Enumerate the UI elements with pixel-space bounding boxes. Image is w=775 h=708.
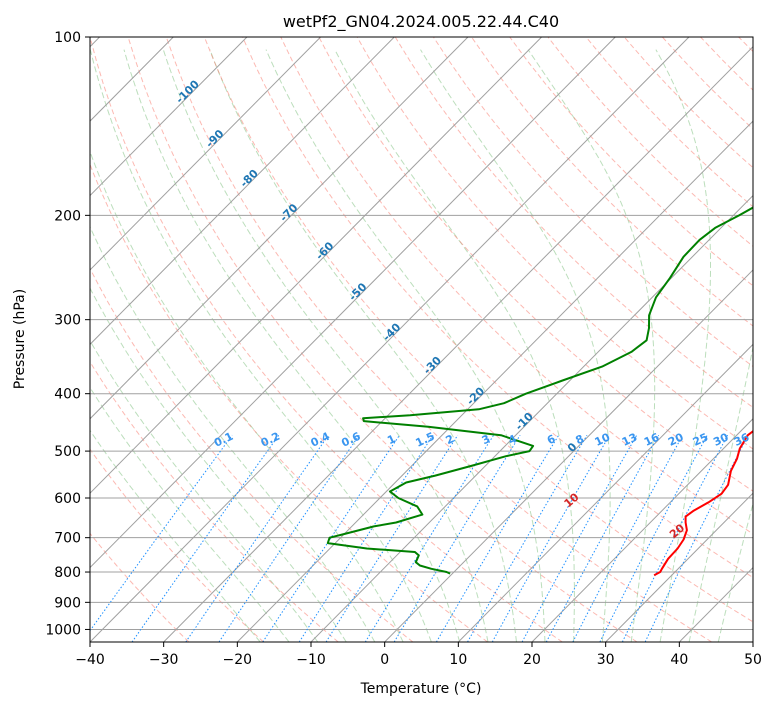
- dry-adiabat-line: [165, 37, 712, 642]
- y-tick-label: 200: [54, 208, 81, 224]
- y-tick-label: 600: [54, 491, 81, 507]
- dry-adiabat-line: [203, 37, 753, 623]
- chart-title: wetPf2_GN04.2024.005.22.44.C40: [283, 12, 559, 32]
- x-tick-label: 40: [670, 652, 688, 668]
- x-tick-label: 30: [597, 652, 615, 668]
- mixing-ratio-line: [364, 434, 495, 642]
- mixing-ratio-line: [467, 434, 588, 642]
- x-tick-label: 10: [449, 652, 467, 668]
- x-tick-label: −30: [149, 652, 179, 668]
- mixing-ratio-label: 10: [593, 430, 613, 448]
- dry-adiabat-line: [90, 267, 414, 642]
- isotherm-line: [384, 269, 753, 642]
- x-tick-label: 50: [744, 652, 762, 668]
- mixing-ratio-line: [435, 434, 560, 642]
- moist-adiabat-line: [265, 49, 546, 642]
- y-tick-label: 400: [54, 387, 81, 403]
- y-tick-label: 800: [54, 565, 81, 581]
- dry-adiabat-line: [127, 37, 638, 642]
- mixing-ratio-label: 20: [666, 430, 686, 448]
- isotherm-line: [163, 46, 753, 642]
- x-tick-label: 20: [523, 652, 541, 668]
- mixing-ratio-line: [131, 434, 280, 642]
- y-axis-title: Pressure (hPa): [12, 289, 28, 389]
- isotherm-line: [531, 418, 753, 642]
- x-tick-label: 0: [380, 652, 389, 668]
- x-axis: −40 −30 −20 −10 0 10 20 30 40 50: [75, 642, 762, 668]
- plot-background: [90, 37, 753, 642]
- plot-frame: [89, 36, 754, 643]
- isotherm-line: [90, 37, 469, 420]
- isotherm-line: [90, 37, 395, 346]
- plot-area: -100-90-80-70-60-50-40-30-20-10010203040…: [90, 37, 753, 642]
- isotherm-line: [457, 343, 753, 642]
- y-tick-label: 300: [54, 313, 81, 329]
- y-tick-label: 500: [54, 444, 81, 460]
- mixing-ratio-label: 16: [642, 430, 662, 448]
- y-axis: 100 200 300 400 500 600 700 800 900 1000: [45, 30, 90, 638]
- mixing-ratio-line: [521, 434, 638, 642]
- isotherm-line: [90, 37, 321, 271]
- dry-adiabat-line: [356, 37, 753, 450]
- mixing-ratio-line: [393, 434, 521, 642]
- dry-adiabat-line: [90, 448, 264, 642]
- dry-adiabat-line: [90, 532, 190, 642]
- y-tick-label: 900: [54, 595, 81, 611]
- moist-adiabat-line: [527, 49, 656, 642]
- dewpoint-line: [326, 206, 753, 575]
- y-tick-label: 1000: [45, 622, 81, 638]
- mixing-ratio-label: 36: [732, 430, 752, 448]
- dry-adiabat-line: [471, 37, 753, 327]
- isotherm-line: [90, 37, 690, 642]
- mixing-ratio-label: 30: [711, 430, 731, 448]
- moist-adiabat-line: [90, 49, 432, 642]
- moist-adiabat-line: [90, 225, 376, 642]
- moist-adiabat-line: [655, 49, 711, 642]
- temperature-line: [653, 430, 753, 577]
- isotherm-line: [90, 37, 248, 197]
- dry-adiabat-line: [318, 37, 753, 492]
- x-tick-label: −20: [223, 652, 253, 668]
- y-tick-label: 700: [54, 531, 81, 547]
- mixing-ratio-lines: [90, 434, 749, 642]
- mixing-ratio-line: [325, 434, 459, 642]
- dry-adiabat-line: [432, 37, 753, 368]
- mixing-ratio-line: [644, 434, 749, 642]
- mixing-ratio-line: [491, 434, 611, 642]
- moist-adiabat-line: [334, 49, 575, 642]
- isotherm-line: [90, 37, 616, 569]
- mixing-ratio-line: [262, 434, 400, 642]
- isotherm-line: [310, 194, 753, 642]
- x-axis-title: Temperature (°C): [360, 681, 482, 697]
- moist-adiabat-line: [90, 386, 290, 642]
- isotherm-gridlines: [90, 37, 753, 642]
- moist-adiabat-line: [90, 150, 404, 642]
- isotherm-line: [605, 492, 753, 642]
- moist-adiabat-line: [420, 49, 611, 642]
- mixing-ratio-line: [185, 434, 329, 642]
- mixing-ratio-label: 13: [620, 431, 639, 449]
- moist-adiabat-line: [90, 339, 319, 642]
- isotherm-line: [90, 37, 542, 494]
- moist-adiabat-line: [90, 287, 347, 642]
- mixing-ratio-line: [90, 434, 233, 632]
- sounding-series: [326, 206, 753, 577]
- mixing-ratio-line: [545, 434, 660, 642]
- mixing-ratio-line: [298, 434, 434, 642]
- mixing-ratio-line: [572, 434, 684, 642]
- dry-adiabat-line: [90, 163, 488, 642]
- x-tick-label: −40: [75, 652, 105, 668]
- isobar-gridlines: [90, 37, 753, 630]
- y-tick-label: 100: [54, 30, 81, 46]
- x-tick-label: −10: [296, 652, 326, 668]
- isotherm-line: [236, 120, 753, 642]
- mixing-ratio-label: 25: [691, 431, 710, 449]
